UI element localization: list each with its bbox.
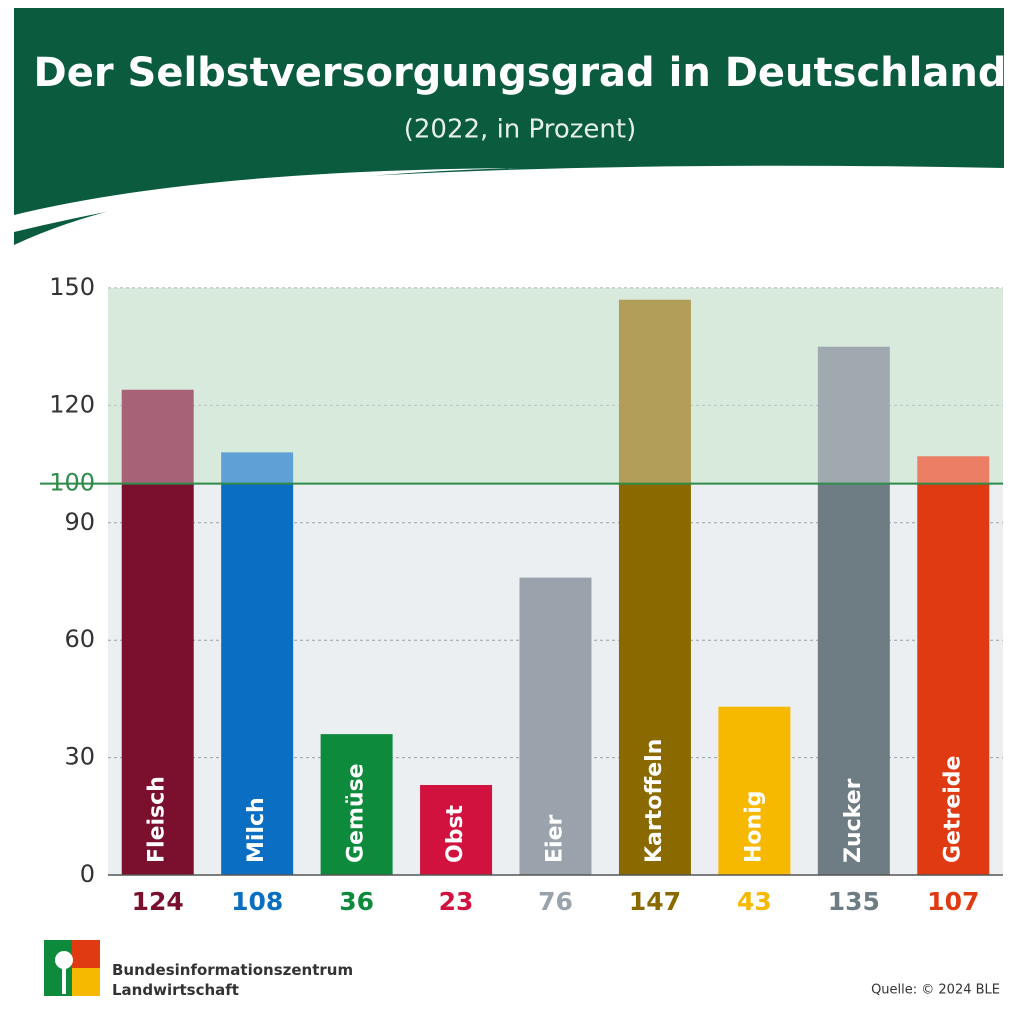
bar (618, 299, 691, 875)
header-band (14, 8, 1004, 245)
bar (917, 456, 990, 875)
value-label: 23 (439, 887, 474, 916)
value-label: 43 (737, 887, 772, 916)
category-label: Honig (741, 791, 766, 863)
chart-title: Der Selbstversorgungsgrad in Deutschland (34, 50, 1007, 96)
bar (320, 734, 393, 875)
category-label: Kartoffeln (642, 739, 667, 863)
y-tick-label: 120 (49, 390, 95, 418)
category-label: Fleisch (145, 776, 170, 863)
header-swoosh (14, 168, 520, 232)
source: Quelle: © 2024 BLE (871, 983, 1000, 998)
surplus-overlay (108, 288, 1003, 484)
category-label: Obst (443, 804, 468, 863)
bar (121, 389, 194, 875)
bar (221, 452, 294, 875)
category-label: Milch (244, 797, 269, 863)
bar (519, 577, 592, 875)
y-tick-label: 90 (64, 508, 95, 536)
category-label: Zucker (841, 778, 866, 863)
value-label: 107 (927, 887, 979, 916)
value-label: 36 (339, 887, 374, 916)
value-label: 135 (828, 887, 880, 916)
bar (817, 346, 890, 875)
logo (44, 940, 100, 996)
y-tick-label: 0 (80, 860, 95, 888)
category-label: Gemüse (344, 763, 369, 863)
value-label: 76 (538, 887, 573, 916)
chart-subtitle: (2022, in Prozent) (404, 115, 637, 145)
y-tick-label: 30 (64, 743, 95, 771)
category-label: Eier (543, 815, 568, 863)
logo-text: Bundesinformationszentrum Landwirtschaft (112, 961, 353, 999)
y-tick-label: 150 (49, 273, 95, 301)
bar (718, 706, 791, 875)
value-label: 147 (629, 887, 681, 916)
value-label: 108 (231, 887, 283, 916)
value-label: 124 (132, 887, 184, 916)
y-tick-label: 60 (64, 625, 95, 653)
category-label: Getreide (940, 756, 965, 863)
bar (420, 784, 493, 875)
